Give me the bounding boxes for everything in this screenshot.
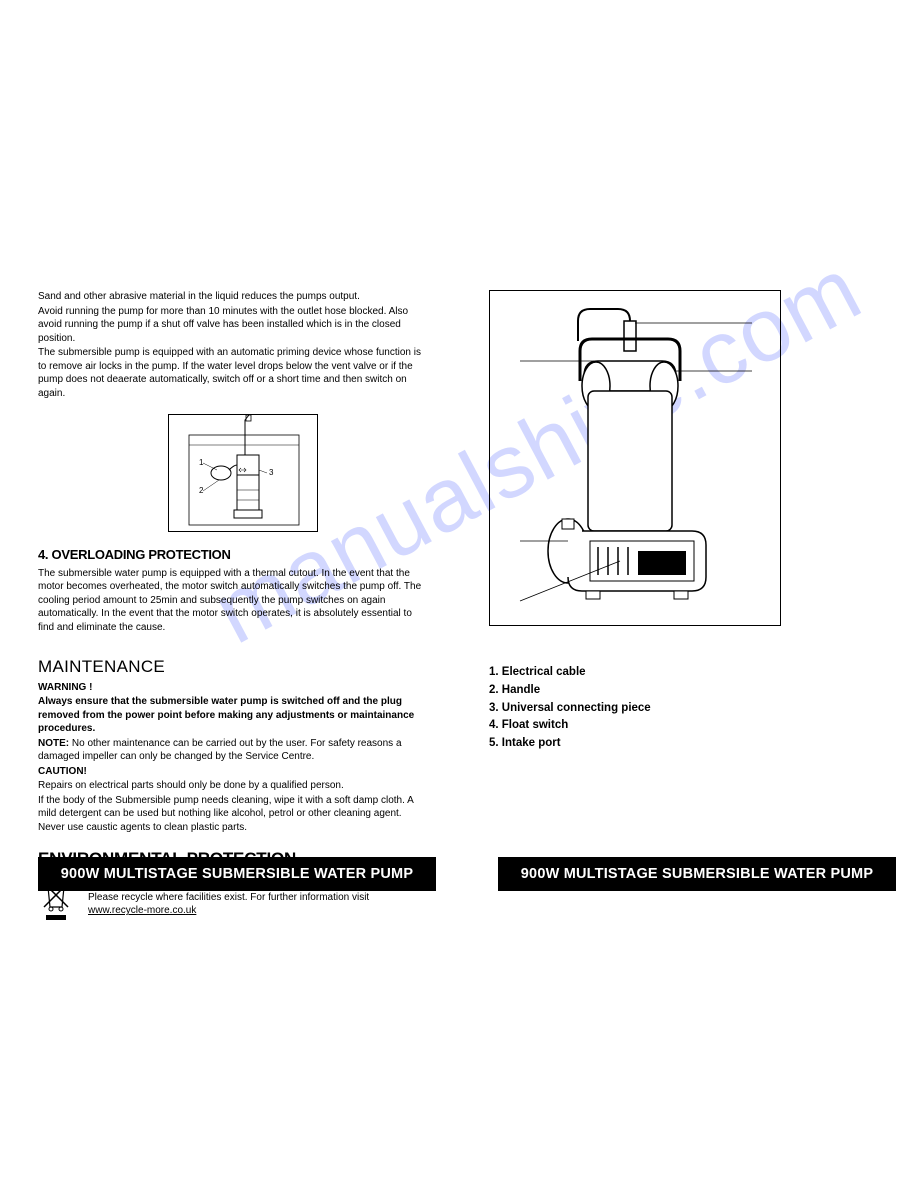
svg-text:3: 3 [269, 468, 274, 477]
warning-label: WARNING ! [38, 681, 429, 695]
section-4-heading: 4. OVERLOADING PROTECTION [38, 546, 429, 564]
parts-list: 1. Electrical cable 2. Handle 3. Univers… [489, 664, 880, 753]
footer-bar-left: 900W MULTISTAGE SUBMERSIBLE WATER PUMP [38, 857, 436, 891]
intro-line-1: Sand and other abrasive material in the … [38, 290, 429, 304]
part-2: 2. Handle [489, 682, 880, 700]
intro-line-3: The submersible pump is equipped with an… [38, 346, 429, 400]
caution-label: CAUTION! [38, 765, 429, 779]
warning-text: Always ensure that the submersible water… [38, 695, 429, 736]
caution-body-2: If the body of the Submersible pump need… [38, 794, 429, 835]
section-4-body: The submersible water pump is equipped w… [38, 567, 429, 635]
maintenance-heading: MAINTENANCE [38, 656, 429, 679]
note-label: NOTE: [38, 738, 69, 749]
svg-text:1: 1 [199, 458, 204, 467]
part-1: 1. Electrical cable [489, 664, 880, 682]
small-pump-svg: 1 2 3 [169, 415, 318, 532]
note-line: NOTE: No other maintenance can be carrie… [38, 737, 429, 764]
left-column: Sand and other abrasive material in the … [38, 290, 429, 926]
part-5: 5. Intake port [489, 735, 880, 753]
large-pump-diagram [489, 290, 781, 626]
caution-body-1: Repairs on electrical parts should only … [38, 779, 429, 793]
manual-page-spread: Sand and other abrasive material in the … [38, 290, 880, 926]
footer-bar-right: 900W MULTISTAGE SUBMERSIBLE WATER PUMP [498, 857, 896, 891]
right-column: 1. Electrical cable 2. Handle 3. Univers… [489, 290, 880, 926]
note-body: No other maintenance can be carried out … [38, 738, 402, 763]
large-pump-svg [490, 291, 782, 627]
svg-text:2: 2 [199, 486, 204, 495]
part-4: 4. Float switch [489, 717, 880, 735]
recycle-link[interactable]: www.recycle-more.co.uk [88, 905, 196, 916]
part-3: 3. Universal connecting piece [489, 700, 880, 718]
small-pump-diagram: 1 2 3 [168, 414, 318, 532]
intro-line-2: Avoid running the pump for more than 10 … [38, 305, 429, 346]
